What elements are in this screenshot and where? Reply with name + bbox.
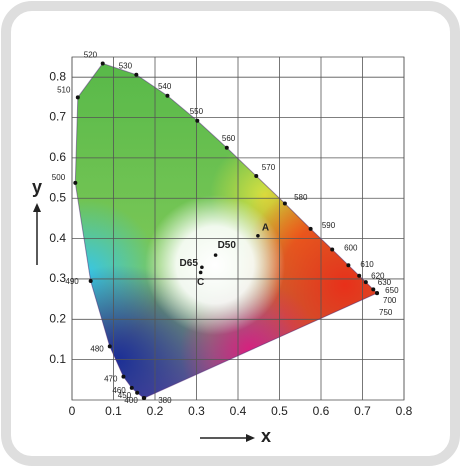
x-arrow-head [246,434,255,442]
wavelength-label: 480 [90,344,104,353]
wavelength-label: 570 [262,163,276,172]
x-axis-label: x [261,426,271,446]
wavelength-point [254,174,259,179]
white-point-label: D65 [180,258,199,269]
wavelength-label: 510 [57,85,71,94]
y-tick-label: 0.1 [49,352,66,366]
wavelength-point [165,93,170,98]
y-tick-label: 0.2 [49,311,66,325]
y-tick-label: 0.6 [49,150,66,164]
wavelength-point [100,61,105,66]
wavelength-point [371,287,376,292]
wavelength-label: 560 [222,134,236,143]
white-point [198,270,203,275]
wavelength-point [346,263,351,268]
wavelength-point [308,226,313,231]
wavelength-point [75,95,80,100]
wavelength-label: 610 [360,260,374,269]
wavelength-point [141,395,146,400]
y-tick-label: 0.8 [49,69,66,83]
wavelength-point [282,201,287,206]
x-tick-label: 0.1 [105,404,122,418]
white-point [256,233,260,238]
wavelength-label: 550 [190,107,204,116]
wavelength-label: 540 [158,82,172,91]
wavelength-label: 620 [371,271,385,280]
wavelength-label: 650 [385,286,399,295]
wavelength-point [121,374,126,379]
grid [71,56,405,401]
wavelength-point [357,273,362,278]
y-axis-label: y [32,177,42,197]
wavelength-label: 450 [118,391,132,400]
y-tick-label: 0.5 [49,190,66,204]
wavelength-point [224,145,229,150]
wavelength-point [330,247,335,252]
wavelength-label: 520 [84,51,98,60]
x-tick-label: 0.3 [188,404,205,418]
wavelength-label: 590 [322,221,336,230]
wavelength-point [375,291,380,296]
white-point-label: D50 [218,240,237,251]
wavelength-point [135,390,140,395]
wavelength-label: 400 [124,396,138,405]
y-tick-label: 0.3 [49,271,66,285]
white-point-label: A [262,222,269,233]
x-tick-label: 0.6 [313,404,330,418]
wavelength-label: 530 [119,61,133,70]
x-tick-label: 0.4 [230,404,247,418]
white-point [200,265,204,270]
x-tick-label: 0.5 [271,404,288,418]
white-point-label: C [197,277,204,288]
y-tick-label: 0.7 [49,110,66,124]
wavelength-point [129,385,134,390]
wavelength-label: 700 [383,296,397,305]
plot-border [71,56,405,401]
x-tick-label: 0.2 [147,404,164,418]
wavelength-point [195,118,200,123]
wavelength-label: 460 [112,386,126,395]
wavelength-label: 490 [65,277,79,286]
x-tick-label: 0.8 [396,404,413,418]
wavelength-point [363,280,368,285]
wavelength-point [88,278,93,283]
wavelength-point [107,344,112,349]
wavelength-label: 500 [52,173,66,182]
x-tick-label: 0.7 [354,404,371,418]
wavelength-point [73,180,78,185]
y-arrow-head [33,203,41,212]
wavelength-label: 580 [294,193,308,202]
wavelength-label: 470 [104,375,118,384]
y-tick-label: 0.4 [49,231,66,245]
wavelength-label: 380 [158,396,172,405]
wavelength-point [134,72,139,77]
wavelength-label: 600 [344,243,358,252]
white-point [213,253,218,257]
x-tick-label: 0 [69,404,76,418]
wavelength-label: 630 [378,278,392,287]
wavelength-label: 750 [379,308,393,317]
